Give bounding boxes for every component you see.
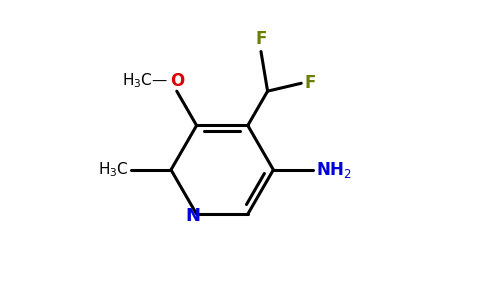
Text: O: O (170, 71, 184, 89)
Text: F: F (304, 74, 316, 92)
Text: N: N (185, 207, 200, 225)
Text: NH$_2$: NH$_2$ (316, 160, 351, 180)
Text: F: F (255, 30, 267, 48)
Text: H$_3$C: H$_3$C (98, 160, 129, 179)
Text: H$_3$C—: H$_3$C— (122, 71, 168, 89)
